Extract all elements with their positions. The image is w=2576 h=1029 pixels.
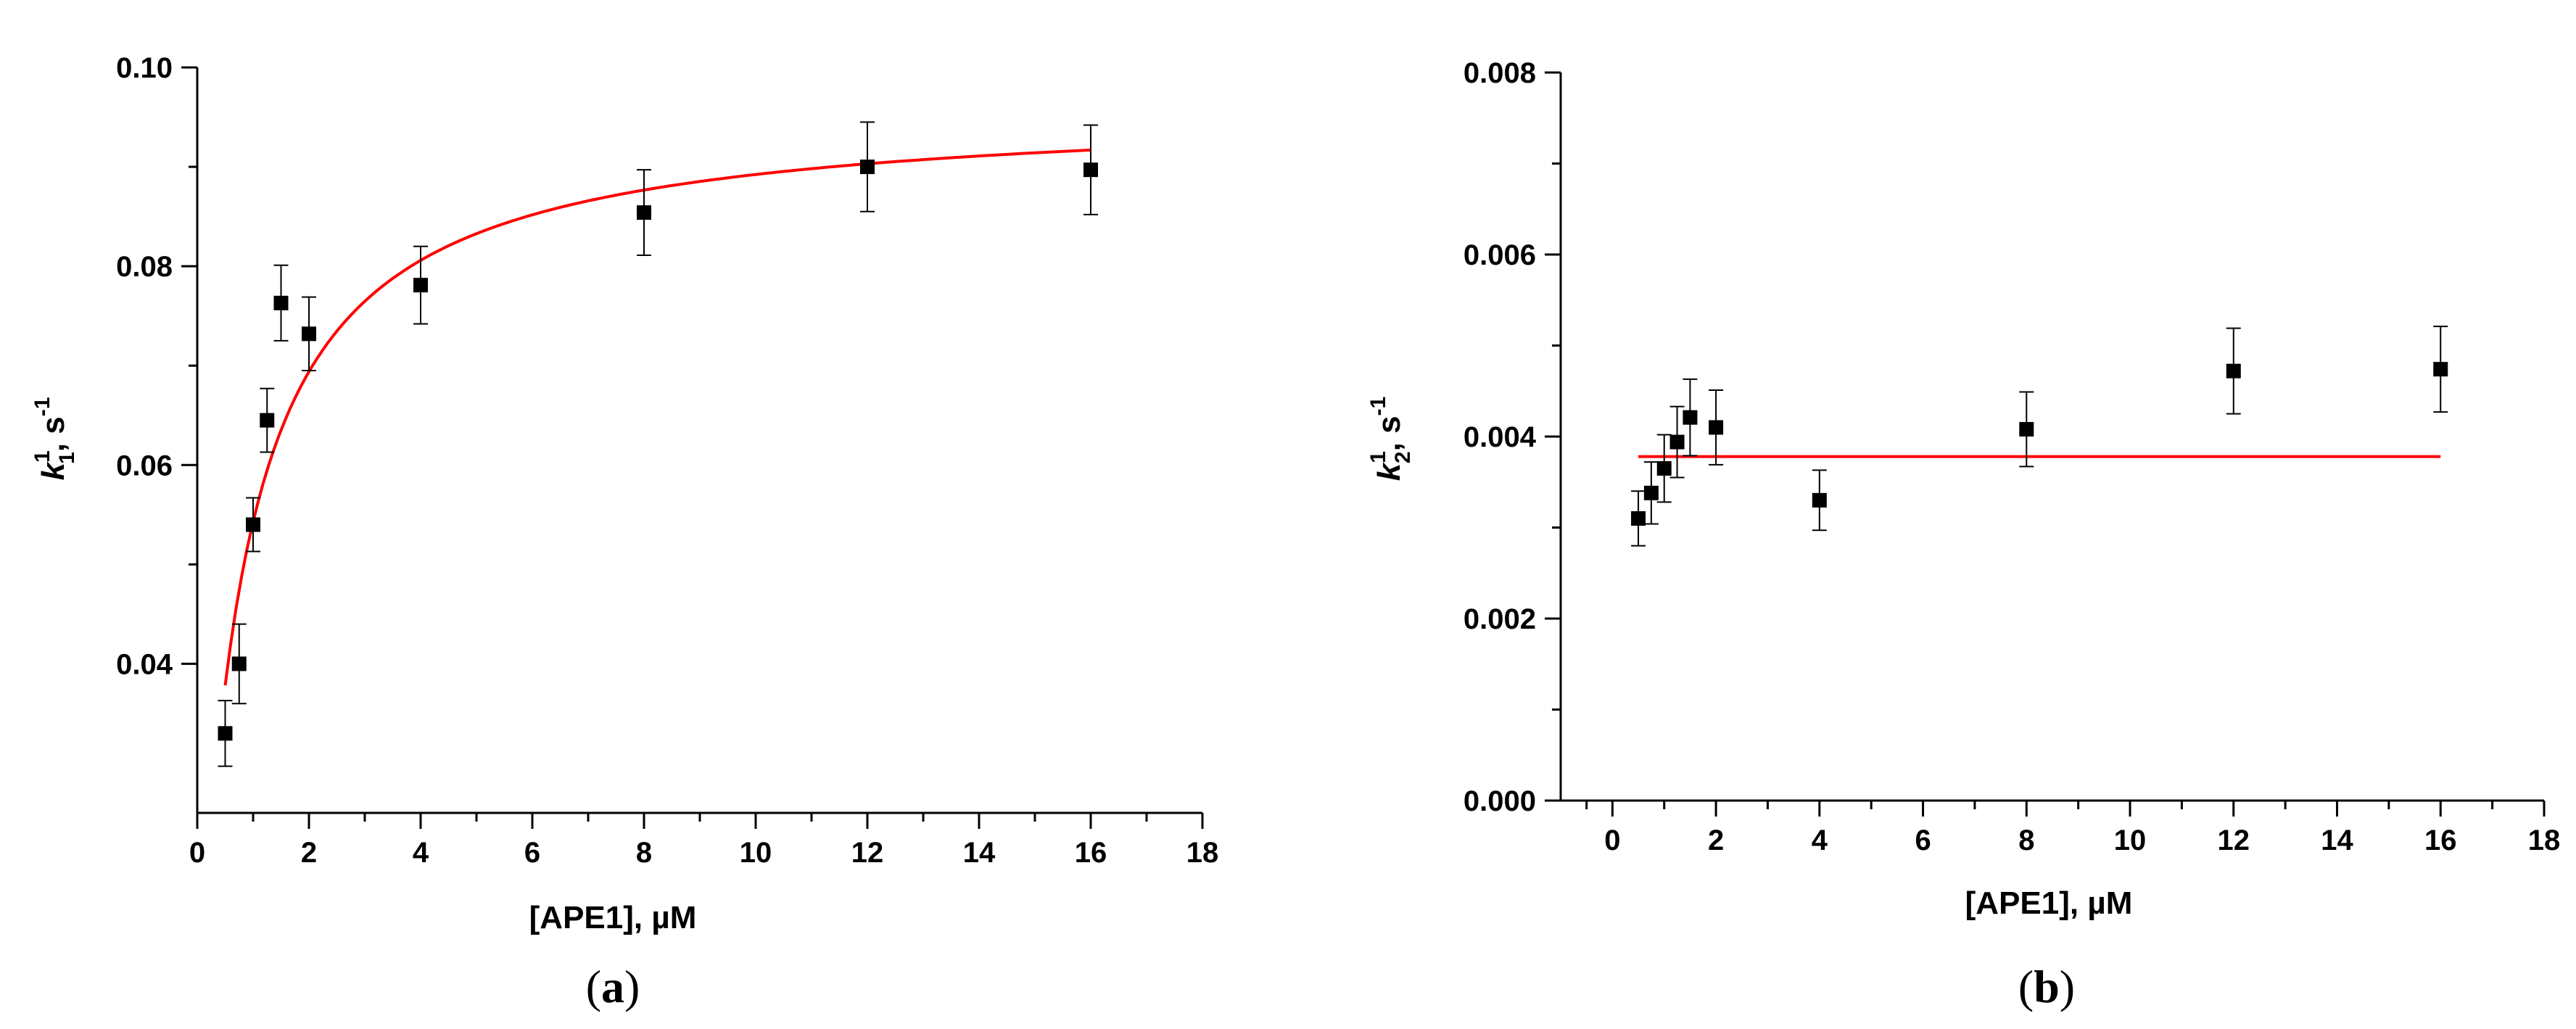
panel-a-y-tick-label: 0.10: [116, 52, 173, 84]
panel-a-fit-curve: [223, 148, 1091, 686]
panel-b-data-point: [2433, 362, 2448, 377]
panel-a-data-point: [273, 295, 289, 310]
panel-b-data-point: [1683, 410, 1698, 425]
panel-a-data-point: [302, 326, 316, 342]
panel-a-y-label-unit-sup: -1: [30, 397, 54, 417]
panel-a-x-tick-label: 4: [413, 837, 429, 869]
panel-a-x-tick-label: 14: [963, 837, 996, 869]
panel-b-x-tick-label: 12: [2218, 825, 2250, 856]
panel-a-data-point: [637, 205, 651, 220]
panel-b-y-axis-label: k12, s-1: [1366, 397, 1415, 481]
panel-b-x-tick-label: 0: [1604, 825, 1620, 856]
panel-b-x-tick-label: 4: [1812, 825, 1828, 856]
panel-a-x-tick-label: 2: [301, 837, 317, 869]
panel-a-data-point: [260, 413, 275, 428]
panel-a-plot: 0 2 4 6 8 10 12 14 16 18 0.04 0.06 0.08 0.10: [116, 52, 1218, 869]
panel-b-data-point: [1656, 460, 1672, 476]
panel-a-x-tick-label: 10: [740, 837, 772, 869]
panel-b-y-tick-label: 0.004: [1464, 421, 1537, 453]
panel-a-y-label-k: k: [36, 460, 71, 480]
panel-b-x-tick-label: 16: [2424, 825, 2457, 856]
panel-b-x-tick-label: 10: [2114, 825, 2147, 856]
panel-b-y-label-sup: 1: [1366, 451, 1390, 463]
panel-a-data-point: [860, 160, 875, 175]
panel-a-x-tick-label: 8: [636, 837, 652, 869]
panel-b-y-tick-label: 0.000: [1464, 785, 1536, 817]
panel-a-x-axis-label: [APE1], µM: [529, 900, 697, 935]
panel-a-data-point: [413, 278, 428, 293]
panel-a: 0 2 4 6 8 10 12 14 16 18 0.04 0.06 0.08 0.10 [APE1], …: [30, 52, 1218, 1012]
panel-b-y-tick-label: 0.006: [1464, 239, 1536, 271]
panel-b-y-label-sub: 2: [1391, 451, 1415, 463]
panel-a-data-point: [231, 656, 247, 671]
panel-b-data-point: [2226, 363, 2241, 379]
panel-b-x-axis-label: [APE1], µM: [1965, 885, 2133, 921]
panel-b-y-tick-label: 0.008: [1464, 57, 1536, 89]
panel-b-plot: 0 2 4 6 8 10 12 14 16 18 0.000 0.002 0.004 0.006 0.008: [1464, 57, 2560, 856]
panel-b-x-tick-label: 2: [1708, 825, 1724, 856]
panel-a-y-tick-label: 0.08: [116, 251, 173, 283]
panel-b-x-tick-label: 14: [2321, 825, 2353, 856]
panel-a-y-tick-label: 0.04: [116, 648, 173, 680]
panel-a-data-point: [246, 517, 260, 532]
panel-b-caption: (b): [2018, 961, 2075, 1012]
panel-a-caption: (a): [586, 961, 640, 1012]
panel-b-x-tick-label: 8: [2018, 825, 2034, 856]
panel-b-data-point: [2019, 421, 2034, 437]
panel-b-y-tick-label: 0.002: [1464, 603, 1536, 635]
panel-a-y-label-unit: , s: [36, 416, 71, 452]
panel-a-data-point: [1083, 162, 1098, 178]
panel-b-y-label-unit: , s: [1371, 416, 1407, 451]
panel-b-y-label-unit-sup: -1: [1366, 397, 1390, 416]
panel-b-data-point: [1631, 511, 1646, 526]
panel-a-data-point: [218, 726, 233, 741]
panel-a-y-label-sub: 1: [55, 452, 79, 464]
panel-a-y-axis-label: k11, s-1: [30, 397, 79, 481]
panel-a-x-tick-label: 16: [1075, 837, 1107, 869]
panel-b-data-point: [1812, 492, 1827, 508]
panel-a-y-label-sup: 1: [30, 451, 54, 463]
panel-b-y-label-k: k: [1371, 461, 1407, 481]
panel-a-x-tick-label: 0: [189, 837, 205, 869]
panel-a-x-tick-label: 12: [851, 837, 884, 869]
panel-b-data-point: [1709, 420, 1724, 435]
panel-b-data-point: [1669, 434, 1685, 450]
panel-b: 0 2 4 6 8 10 12 14 16 180.0000.0020.0040.0060.008…: [1366, 57, 2560, 1012]
panel-a-x-tick-label: 18: [1186, 837, 1219, 869]
panel-a-x-tick-label: 6: [524, 837, 540, 869]
panel-b-x-tick-label: 6: [1915, 825, 1931, 856]
panel-b-data-point: [1643, 485, 1659, 500]
panel-a-y-tick-label: 0.06: [116, 450, 173, 482]
panel-b-x-tick-label: 18: [2528, 825, 2561, 856]
